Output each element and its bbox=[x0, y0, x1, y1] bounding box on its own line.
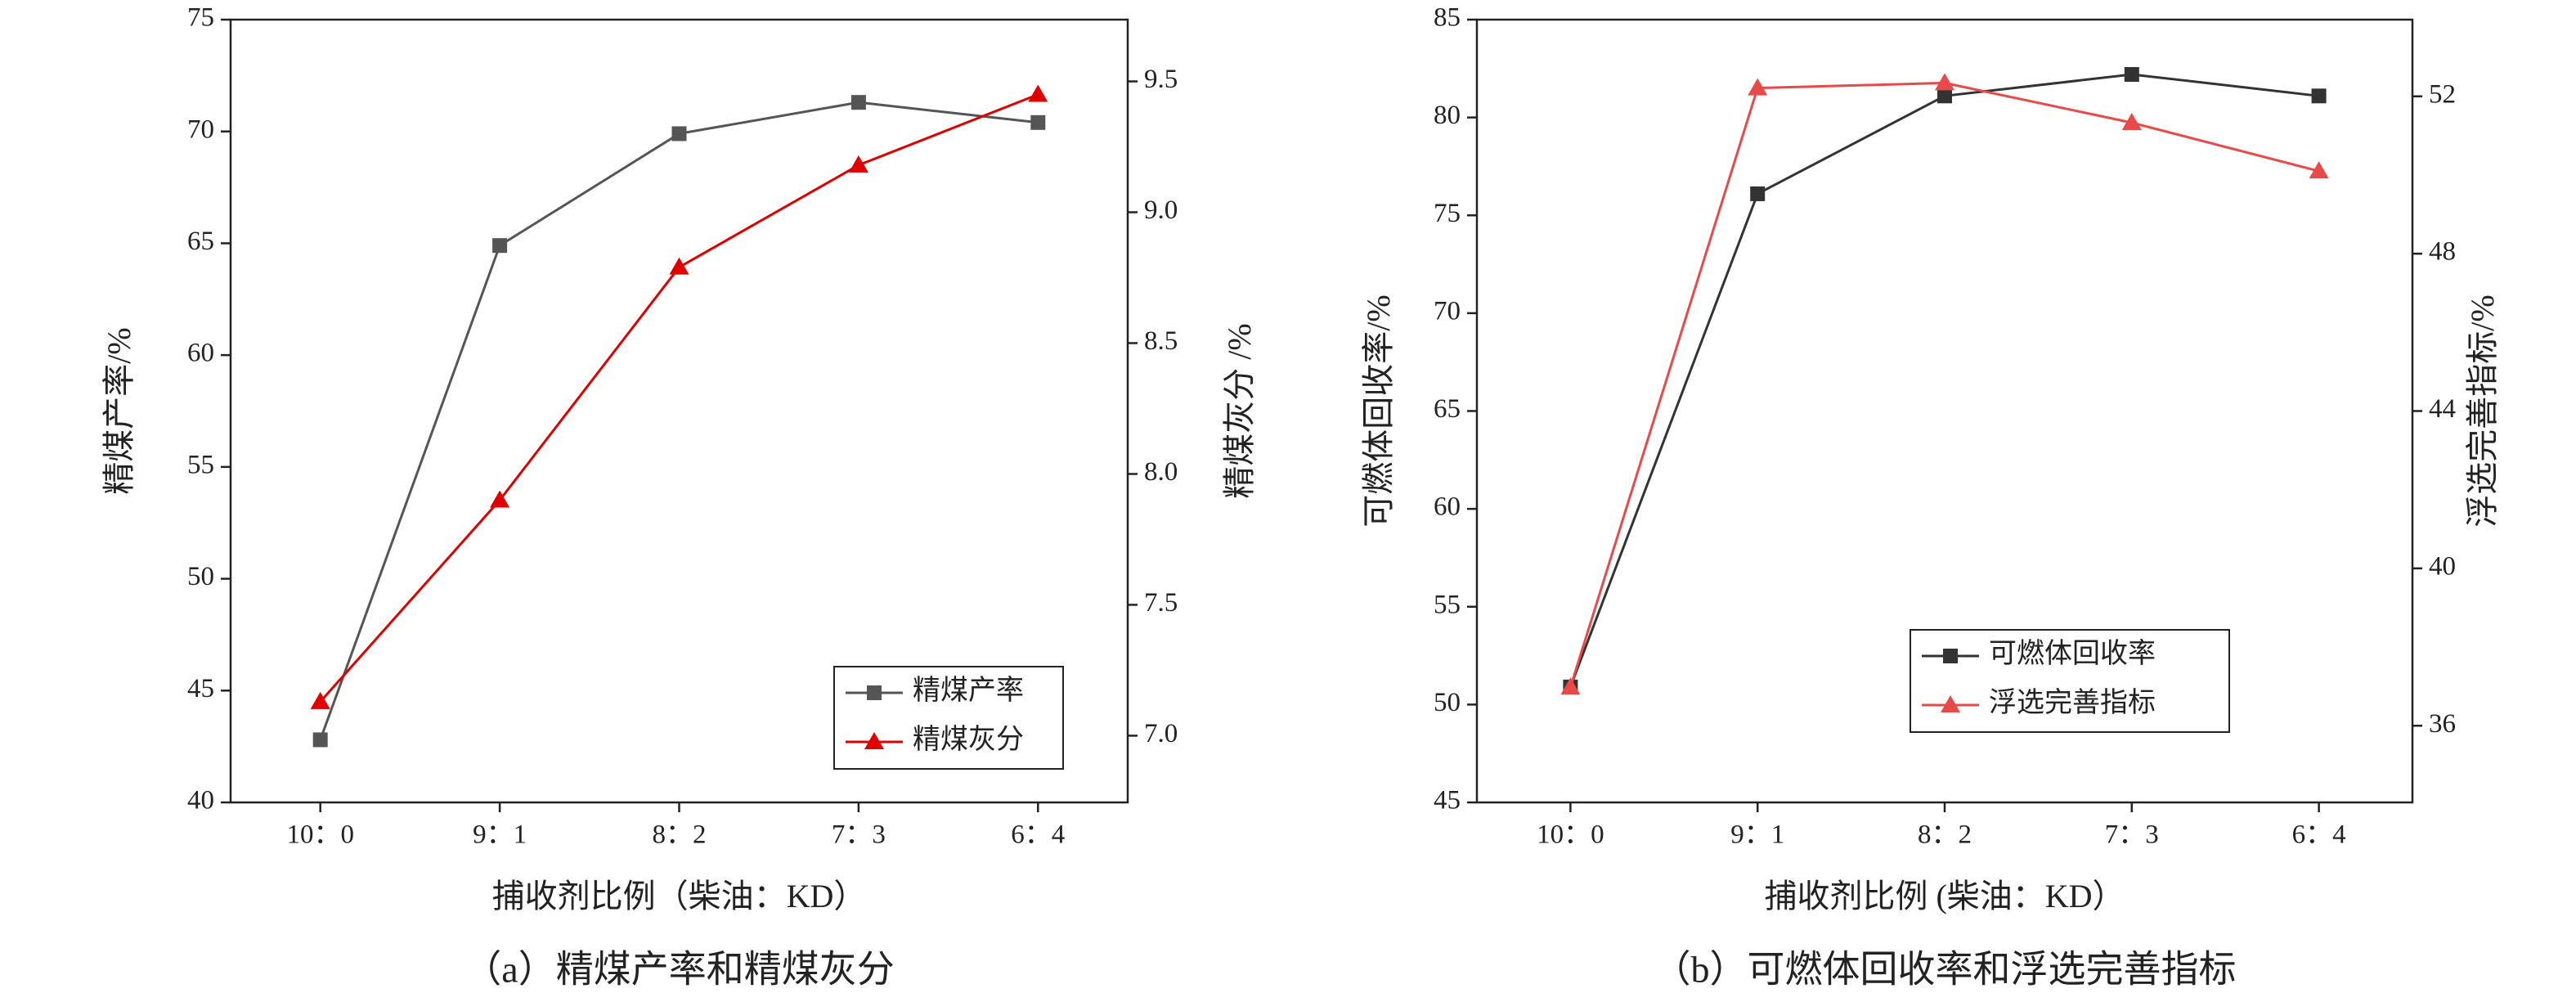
legend-box bbox=[1910, 629, 2230, 733]
legend-text: 可燃体回收率 bbox=[1989, 638, 2156, 669]
marker bbox=[310, 691, 330, 709]
x-tick-label: 9：1 bbox=[473, 820, 527, 850]
y-tick-label: 75 bbox=[1434, 199, 1461, 228]
y-tick-label: 70 bbox=[187, 115, 214, 144]
marker bbox=[671, 126, 687, 142]
marker bbox=[1941, 695, 1960, 712]
y-tick-label: 70 bbox=[1434, 296, 1461, 326]
series-line bbox=[1568, 81, 2319, 688]
marker bbox=[867, 685, 882, 700]
series-line bbox=[1568, 73, 2319, 688]
y2-tick-label: 44 bbox=[2429, 394, 2456, 424]
y-tick-label: 65 bbox=[1434, 394, 1461, 424]
marker bbox=[1943, 649, 1958, 663]
x-axis-label: 捕收剂比例（柴油：KD） bbox=[492, 878, 867, 914]
y-tick-label: 55 bbox=[1434, 590, 1461, 619]
x-axis-label: 捕收剂比例 (柴油：KD） bbox=[1764, 878, 2125, 914]
series-line bbox=[319, 101, 1039, 740]
x-tick-label: 10：0 bbox=[286, 820, 354, 850]
y-tick-label: 40 bbox=[187, 786, 214, 816]
y-tick-label: 75 bbox=[187, 3, 214, 33]
y2-tick-label: 52 bbox=[2429, 79, 2456, 109]
caption: （b）可燃体回收率和浮选完善指标 bbox=[1654, 949, 2237, 991]
y2-tick-label: 7.5 bbox=[1144, 588, 1178, 618]
legend-text: 精煤产率 bbox=[913, 675, 1024, 706]
marker bbox=[850, 95, 866, 110]
y2-tick-label: 7.0 bbox=[1144, 719, 1178, 748]
y-tick-label: 45 bbox=[187, 674, 214, 703]
marker bbox=[864, 732, 884, 749]
y2-tick-label: 8.0 bbox=[1144, 457, 1178, 487]
y2-tick-label: 36 bbox=[2429, 709, 2456, 739]
legend-box bbox=[833, 666, 1064, 770]
marker bbox=[1937, 88, 1952, 104]
marker bbox=[2311, 88, 2327, 104]
marker bbox=[492, 238, 508, 254]
x-tick-label: 6：4 bbox=[1011, 820, 1065, 850]
marker bbox=[490, 490, 510, 508]
y2-tick-label: 9.5 bbox=[1144, 65, 1178, 94]
marker bbox=[2124, 66, 2139, 82]
y-tick-label: 80 bbox=[1434, 101, 1461, 130]
y2-tick-label: 8.5 bbox=[1144, 326, 1178, 356]
y2-axis-label: 浮选完善指标/% bbox=[2464, 294, 2501, 527]
x-tick-label: 8：2 bbox=[653, 820, 707, 850]
marker bbox=[669, 257, 689, 275]
marker bbox=[1750, 186, 1766, 201]
series-line bbox=[319, 93, 1039, 703]
y-tick-label: 85 bbox=[1434, 3, 1461, 33]
y-axis-label: 可燃体回收率/% bbox=[1360, 294, 1397, 527]
y-tick-label: 60 bbox=[1434, 492, 1461, 522]
y-tick-label: 50 bbox=[1434, 688, 1461, 717]
y2-tick-label: 40 bbox=[2429, 551, 2456, 581]
marker bbox=[1748, 78, 1768, 96]
marker bbox=[312, 732, 328, 748]
marker bbox=[2309, 161, 2329, 179]
x-tick-label: 7：3 bbox=[2105, 820, 2159, 850]
y-tick-label: 55 bbox=[187, 450, 214, 479]
marker bbox=[1028, 84, 1048, 102]
legend-text: 精煤灰分 bbox=[913, 724, 1024, 755]
y-tick-label: 45 bbox=[1434, 786, 1461, 816]
y-tick-label: 65 bbox=[187, 227, 214, 256]
marker bbox=[1560, 677, 1581, 695]
marker bbox=[1935, 73, 1954, 91]
y-axis-label: 精煤产率/% bbox=[101, 327, 137, 494]
y2-tick-label: 48 bbox=[2429, 237, 2456, 267]
marker bbox=[2121, 112, 2142, 130]
y2-axis-label: 精煤灰分 /% bbox=[1221, 323, 1258, 498]
marker bbox=[1030, 115, 1046, 130]
y2-tick-label: 9.0 bbox=[1144, 195, 1178, 225]
caption: （a）精煤产率和精煤灰分 bbox=[464, 949, 894, 991]
marker bbox=[848, 155, 868, 173]
legend-text: 浮选完善指标 bbox=[1989, 687, 2156, 718]
y-tick-label: 50 bbox=[187, 562, 214, 591]
x-tick-label: 9：1 bbox=[1730, 820, 1784, 850]
x-tick-label: 6：4 bbox=[2292, 820, 2346, 850]
x-tick-label: 7：3 bbox=[832, 820, 886, 850]
y-tick-label: 60 bbox=[187, 339, 214, 368]
x-tick-label: 10：0 bbox=[1537, 820, 1604, 850]
x-tick-label: 8：2 bbox=[1918, 820, 1972, 850]
